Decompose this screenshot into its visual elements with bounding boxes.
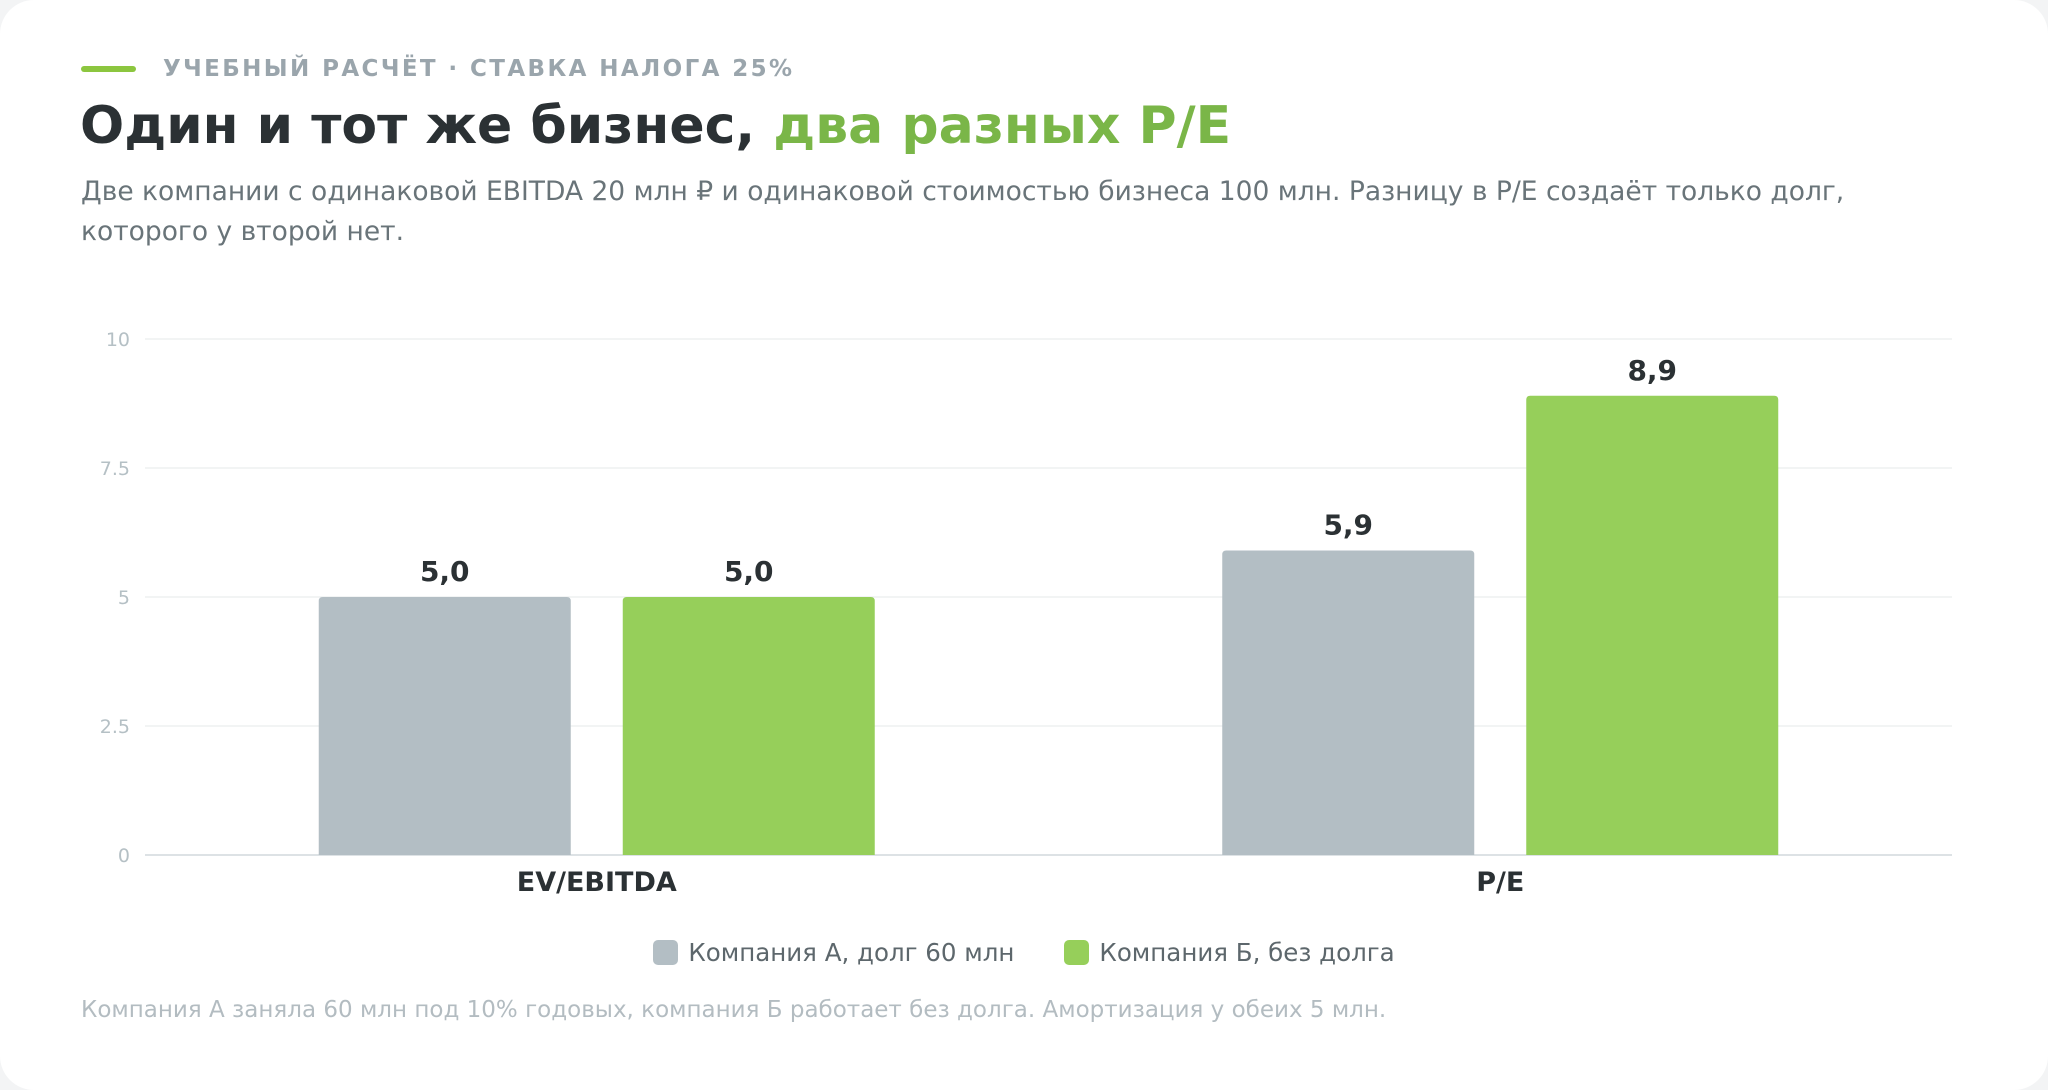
bar (622, 597, 875, 855)
y-tick-label: 0 (118, 845, 130, 867)
kicker-text: УЧЕБНЫЙ РАСЧЁТ · СТАВКА НАЛОГА 25% (163, 56, 795, 82)
legend: Компания А, долг 60 млн Компания Б, без … (0, 938, 2048, 967)
bar-value-label: 5,9 (1323, 509, 1373, 542)
subtitle: Две компании с одинаковой EBITDA 20 млн … (81, 176, 1845, 247)
bar-value-label: 5,0 (420, 555, 470, 588)
page-title: Один и тот же бизнес, два разных P/E (80, 96, 1231, 156)
bar-value-label: 5,0 (724, 555, 774, 588)
y-tick-label: 7.5 (100, 458, 130, 480)
legend-swatch-company-b (1064, 940, 1090, 965)
legend-label-company-a: Компания А, долг 60 млн (688, 938, 1015, 967)
legend-item-company-b: Компания Б, без долга (1064, 938, 1395, 967)
kicker-accent-line (81, 66, 136, 72)
y-tick-label: 5 (118, 587, 130, 609)
bar (1222, 550, 1475, 855)
bar-value-label: 8,9 (1627, 354, 1677, 387)
y-tick-label: 10 (106, 329, 130, 351)
footnote: Компания А заняла 60 млн под 10% годовых… (81, 997, 1387, 1023)
title-main: Один и тот же бизнес, (80, 96, 756, 156)
legend-item-company-a: Компания А, долг 60 млн (653, 938, 1014, 967)
kicker: УЧЕБНЫЙ РАСЧЁТ · СТАВКА НАЛОГА 25% (81, 56, 795, 82)
x-category-label: EV/EBITDA (517, 867, 677, 898)
legend-label-company-b: Компания Б, без долга (1099, 938, 1395, 967)
bar-chart: 0 2.5 5 7.5 10 5,0 5,0 EV/EBITDA 5,9 8,9 P/E (100, 329, 1952, 898)
bar (1526, 395, 1779, 855)
y-tick-label: 2.5 (100, 716, 130, 738)
x-category-label: P/E (1476, 867, 1524, 898)
bar (318, 597, 571, 855)
title-accent: два разных P/E (773, 96, 1232, 156)
legend-swatch-company-a (653, 940, 679, 965)
